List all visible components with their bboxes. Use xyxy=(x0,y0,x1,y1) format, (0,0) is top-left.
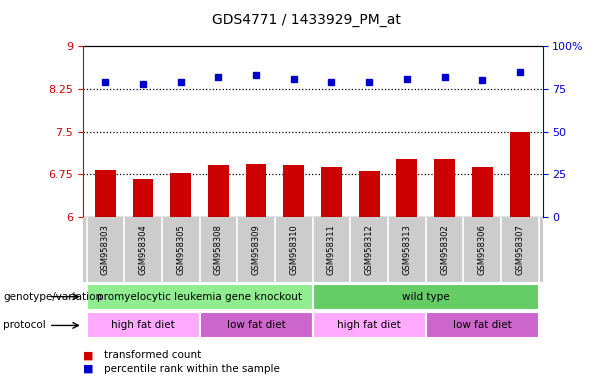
Text: GSM958303: GSM958303 xyxy=(101,224,110,275)
Bar xyxy=(170,172,191,217)
Text: low fat diet: low fat diet xyxy=(227,320,286,331)
Bar xyxy=(472,167,493,217)
Bar xyxy=(313,284,539,310)
Bar xyxy=(359,171,379,217)
Bar xyxy=(283,165,304,217)
Bar xyxy=(397,159,417,217)
Bar xyxy=(509,131,530,217)
Bar xyxy=(313,313,425,338)
Text: GSM958305: GSM958305 xyxy=(176,224,185,275)
Bar xyxy=(246,164,267,217)
Text: transformed count: transformed count xyxy=(104,350,202,360)
Text: protocol: protocol xyxy=(3,320,46,331)
Bar xyxy=(132,179,153,217)
Text: GSM958309: GSM958309 xyxy=(251,224,261,275)
Text: GSM958302: GSM958302 xyxy=(440,224,449,275)
Text: GDS4771 / 1433929_PM_at: GDS4771 / 1433929_PM_at xyxy=(212,13,401,27)
Bar xyxy=(86,284,313,310)
Bar xyxy=(208,165,229,217)
Text: promyelocytic leukemia gene knockout: promyelocytic leukemia gene knockout xyxy=(97,291,302,302)
Bar xyxy=(321,167,342,217)
Text: ■: ■ xyxy=(83,364,93,374)
Bar xyxy=(434,159,455,217)
Text: GSM958310: GSM958310 xyxy=(289,224,299,275)
Text: high fat diet: high fat diet xyxy=(111,320,175,331)
Text: high fat diet: high fat diet xyxy=(337,320,401,331)
Bar xyxy=(86,313,200,338)
Text: GSM958307: GSM958307 xyxy=(516,224,524,275)
Bar xyxy=(200,313,313,338)
Text: GSM958306: GSM958306 xyxy=(478,224,487,275)
Bar xyxy=(425,313,539,338)
Text: GSM958311: GSM958311 xyxy=(327,224,336,275)
Text: GSM958312: GSM958312 xyxy=(365,224,374,275)
Text: percentile rank within the sample: percentile rank within the sample xyxy=(104,364,280,374)
Text: GSM958308: GSM958308 xyxy=(214,224,223,275)
Text: low fat diet: low fat diet xyxy=(453,320,512,331)
Text: ■: ■ xyxy=(83,350,93,360)
Text: GSM958313: GSM958313 xyxy=(402,224,411,275)
Text: GSM958304: GSM958304 xyxy=(139,224,148,275)
Text: wild type: wild type xyxy=(402,291,449,302)
Bar xyxy=(95,170,116,217)
Text: genotype/variation: genotype/variation xyxy=(3,291,102,302)
